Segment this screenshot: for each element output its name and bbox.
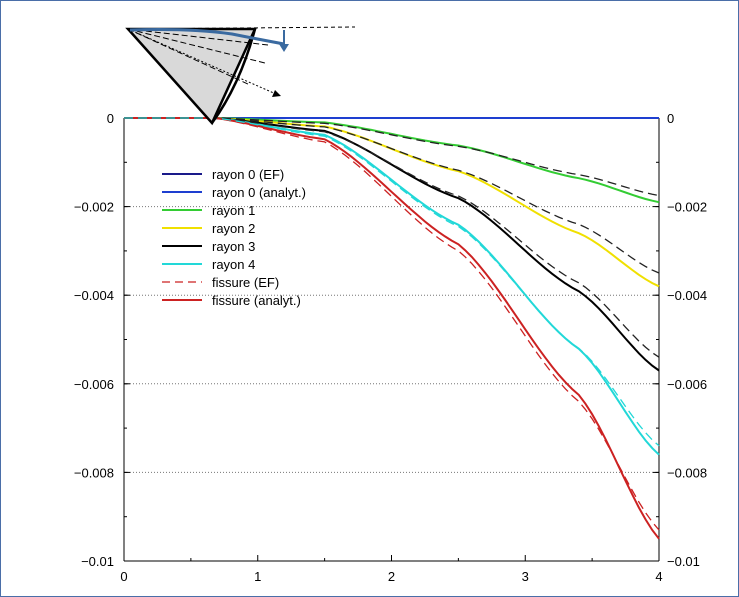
x-tick-label-4: 4 <box>655 569 662 584</box>
x-tick-label-3: 3 <box>522 569 529 584</box>
x-tick-label-2: 2 <box>388 569 395 584</box>
y-tick-label-right-4: −0.008 <box>667 465 707 480</box>
legend: rayon 0 (EF) rayon 0 (analyt.) rayon 1 rayo… <box>162 167 306 308</box>
y-tick-label-right-3: −0.006 <box>667 377 707 392</box>
series-rayon-3 <box>124 118 659 371</box>
series-dashed-reference-8 <box>124 118 659 196</box>
legend-label-2: rayon 1 <box>212 203 255 218</box>
series-layer <box>124 118 659 539</box>
legend-label-3: rayon 2 <box>212 221 255 236</box>
series-rayon-1 <box>124 118 659 202</box>
y-tick-label-right-2: −0.004 <box>667 288 707 303</box>
axes-layer: 0 0 −0.002 −0.002 −0.004 −0.004 −0.006 −0.006 −0… <box>74 111 707 584</box>
legend-label-6: fissure (EF) <box>212 275 279 290</box>
legend-label-1: rayon 0 (analyt.) <box>212 185 306 200</box>
legend-label-7: fissure (analyt.) <box>212 293 301 308</box>
y-tick-label-left-2: −0.004 <box>74 288 114 303</box>
inset-dotted-arrowhead <box>272 90 281 97</box>
legend-label-0: rayon 0 (EF) <box>212 167 284 182</box>
inset-displacement-arrowhead <box>279 44 289 52</box>
crack-schematic-inset <box>128 27 355 123</box>
x-tick-label-1: 1 <box>254 569 261 584</box>
y-tick-label-right-0: 0 <box>667 111 674 126</box>
legend-label-4: rayon 3 <box>212 239 255 254</box>
series-rayon-4 <box>124 118 659 455</box>
y-tick-label-left-4: −0.008 <box>74 465 114 480</box>
grid-layer <box>124 207 659 473</box>
y-tick-label-right-1: −0.002 <box>667 200 707 215</box>
y-tick-label-left-3: −0.006 <box>74 377 114 392</box>
series-dashed-reference-9 <box>124 118 659 273</box>
series-dashed-reference-11 <box>124 118 659 446</box>
y-tick-label-right-5: −0.01 <box>667 554 700 569</box>
y-tick-label-left-5: −0.01 <box>81 554 114 569</box>
series-rayon-2 <box>124 118 659 286</box>
legend-label-5: rayon 4 <box>212 257 255 272</box>
y-tick-label-left-1: −0.002 <box>74 200 114 215</box>
series-dashed-reference-10 <box>124 118 659 357</box>
y-tick-label-left-0: 0 <box>107 111 114 126</box>
x-tick-label-0: 0 <box>120 569 127 584</box>
